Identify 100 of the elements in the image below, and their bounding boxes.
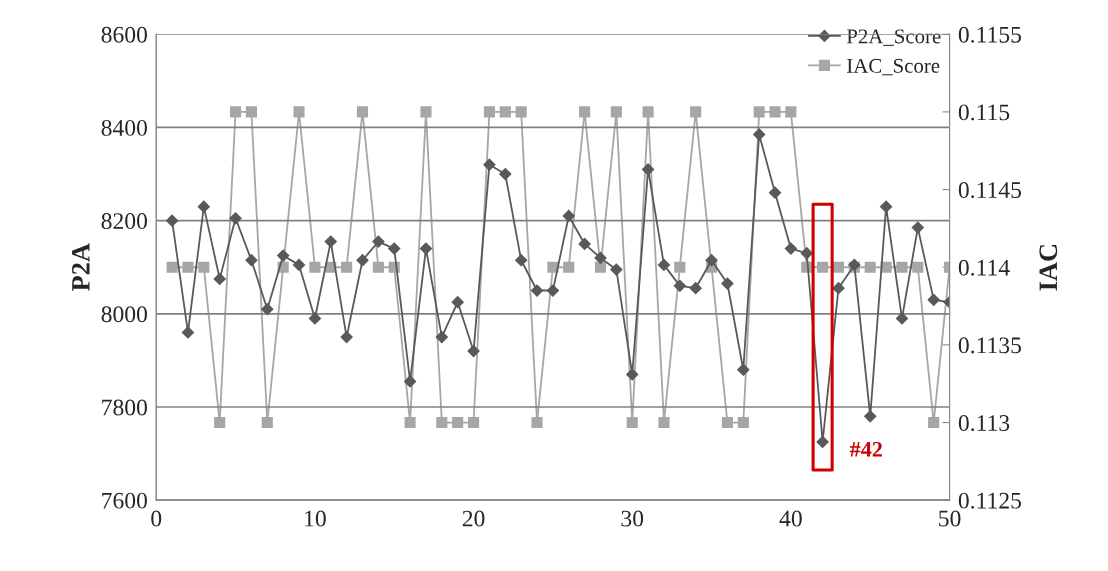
x-tick-label: 20 <box>462 510 485 527</box>
point <box>483 158 496 171</box>
point <box>832 282 845 295</box>
point <box>530 284 544 297</box>
point <box>721 416 733 429</box>
y2-tick-label: 0.1155 <box>958 26 1022 43</box>
point <box>721 277 734 290</box>
point <box>229 212 242 225</box>
point <box>261 303 274 316</box>
point <box>468 416 480 429</box>
point <box>579 106 591 118</box>
point <box>197 200 210 213</box>
point <box>642 106 654 118</box>
point <box>911 221 924 234</box>
point <box>340 331 353 344</box>
point <box>658 416 670 429</box>
point <box>927 293 940 306</box>
point <box>165 214 179 227</box>
point <box>372 261 384 273</box>
point <box>403 375 417 388</box>
point <box>594 261 607 273</box>
point <box>784 242 797 255</box>
point <box>864 261 876 273</box>
point <box>341 261 353 273</box>
point <box>562 209 575 223</box>
point <box>214 416 226 429</box>
point <box>563 261 575 273</box>
y2-tick-label: 0.1145 <box>958 182 1022 199</box>
x-tick-label: 40 <box>779 510 802 527</box>
x-tick-label: 50 <box>939 510 961 527</box>
point <box>673 279 686 292</box>
point <box>753 106 765 118</box>
point <box>753 128 766 141</box>
point <box>198 261 210 273</box>
y-tick-label: 8200 <box>101 213 147 230</box>
point <box>515 106 527 118</box>
point <box>817 261 829 273</box>
y2-tick-label: 0.113 <box>958 415 1010 432</box>
point <box>689 282 702 295</box>
point <box>626 416 638 429</box>
point <box>324 235 337 248</box>
point <box>737 363 750 376</box>
point <box>356 106 369 118</box>
point <box>293 106 305 118</box>
point <box>610 106 622 118</box>
point <box>309 261 321 273</box>
point <box>816 435 829 449</box>
y2-tick-label: 0.115 <box>958 104 1010 121</box>
point <box>245 254 258 267</box>
point <box>690 106 702 118</box>
legend-label: P2A_Score <box>846 29 941 46</box>
y2-tick-label: 0.1135 <box>958 337 1022 354</box>
point <box>483 106 495 118</box>
point <box>769 106 781 118</box>
point <box>356 254 369 267</box>
point <box>785 106 797 118</box>
x-tick-label: 0 <box>151 510 162 527</box>
y-tick-label: 7600 <box>102 492 147 509</box>
point <box>641 163 655 176</box>
x-tick-label: 10 <box>305 510 326 527</box>
point <box>467 344 480 358</box>
y-tick-label: 8000 <box>101 306 147 323</box>
point <box>308 312 321 325</box>
point <box>546 284 559 297</box>
point <box>657 258 671 271</box>
point <box>879 200 893 213</box>
point <box>578 237 591 251</box>
legend-label: IAC_Score <box>847 58 940 76</box>
point <box>166 261 178 273</box>
point <box>452 416 464 429</box>
point <box>594 251 607 265</box>
y-tick-label: 7800 <box>102 399 147 416</box>
point <box>610 263 623 276</box>
point <box>388 242 401 255</box>
y2-tick-label: 0.1125 <box>958 492 1022 509</box>
y2-axis-title: IAC <box>1039 245 1058 291</box>
y2-tick-label: 0.114 <box>958 259 1010 276</box>
point <box>800 247 813 260</box>
point <box>705 254 718 267</box>
point <box>230 106 242 118</box>
point <box>213 272 226 285</box>
point <box>895 312 909 325</box>
point <box>912 261 924 273</box>
point <box>737 416 749 429</box>
point <box>372 235 385 248</box>
point <box>404 416 416 429</box>
point <box>499 106 511 118</box>
point <box>896 261 908 273</box>
point <box>451 296 464 309</box>
y-tick-label: 8400 <box>101 119 147 136</box>
point <box>515 254 528 267</box>
point <box>864 410 877 423</box>
y-axis-title: P2A <box>72 243 90 291</box>
point <box>531 416 543 429</box>
point <box>419 242 433 255</box>
point <box>245 106 257 118</box>
point <box>832 261 845 273</box>
point <box>181 326 195 339</box>
point <box>420 106 432 118</box>
point <box>292 258 306 271</box>
